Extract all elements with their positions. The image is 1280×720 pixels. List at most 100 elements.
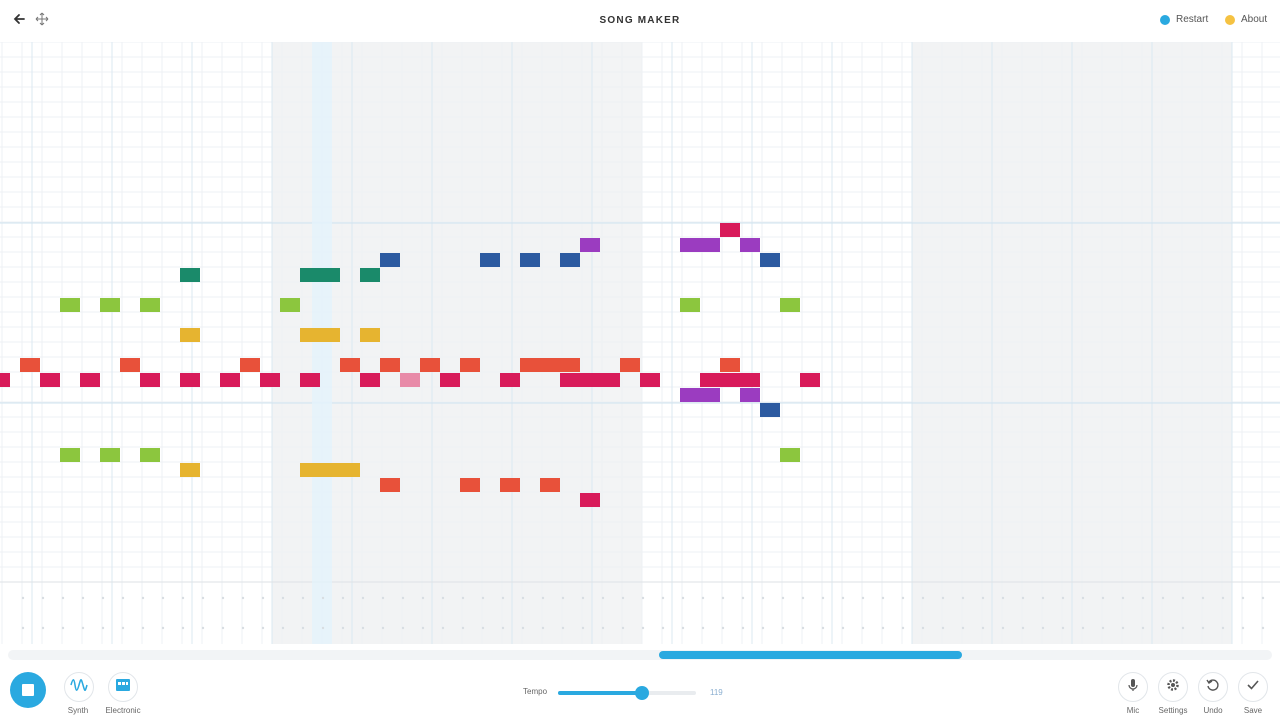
microphone-icon (1127, 678, 1139, 697)
note (260, 373, 280, 387)
note (780, 448, 800, 462)
percussion-cell (141, 626, 145, 630)
gear-icon (1166, 678, 1180, 697)
percussion-cell (961, 626, 965, 630)
top-bar: SONG MAKER Restart About (0, 0, 1280, 42)
note (760, 253, 780, 267)
percussion-cell (581, 626, 585, 630)
percussion-cell (941, 596, 945, 600)
percussion-cell (381, 596, 385, 600)
percussion-cell (861, 626, 865, 630)
move-icon[interactable] (35, 12, 49, 31)
back-arrow-icon[interactable] (12, 12, 26, 31)
percussion-cell (601, 626, 605, 630)
tempo-label: Tempo (523, 687, 548, 696)
percussion-cell (261, 596, 265, 600)
note (120, 358, 140, 372)
note (300, 328, 320, 342)
percussion-cell (901, 626, 905, 630)
note (600, 373, 620, 387)
note (300, 373, 320, 387)
note (360, 268, 380, 282)
note (140, 298, 160, 312)
percussion-cell (21, 626, 25, 630)
save-label: Save (1243, 706, 1263, 715)
percussion-cell (501, 596, 505, 600)
percussion-cell (621, 596, 625, 600)
percussion-cell (1081, 596, 1085, 600)
note (140, 448, 160, 462)
note (100, 298, 120, 312)
note (440, 373, 460, 387)
percussion-cell (201, 596, 205, 600)
restart-button[interactable]: Restart (1160, 14, 1208, 25)
note (280, 298, 300, 312)
percussion-cell (721, 626, 725, 630)
grid-canvas[interactable] (0, 42, 1280, 644)
note (720, 223, 740, 237)
percussion-cell (261, 626, 265, 630)
percussion-cell (1221, 596, 1225, 600)
percussion-cell (1241, 596, 1245, 600)
percussion-cell (981, 626, 985, 630)
note (40, 373, 60, 387)
percussion-cell (441, 596, 445, 600)
percussion-cell (321, 596, 325, 600)
note (400, 373, 420, 387)
percussion-cell (1241, 626, 1245, 630)
scrollbar-thumb[interactable] (658, 651, 963, 659)
tempo-slider-fill (558, 691, 643, 695)
about-button[interactable]: About (1225, 14, 1267, 25)
percussion-cell (181, 596, 185, 600)
percussion-cell (961, 596, 965, 600)
save-button[interactable] (1238, 672, 1268, 702)
settings-button[interactable] (1158, 672, 1188, 702)
percussion-cell (461, 626, 465, 630)
percussion-button[interactable] (108, 672, 138, 702)
note (700, 373, 720, 387)
percussion-cell (661, 596, 665, 600)
percussion-cell (641, 596, 645, 600)
percussion-cell (761, 596, 765, 600)
percussion-cell (401, 626, 405, 630)
mic-button[interactable] (1118, 672, 1148, 702)
note (800, 373, 820, 387)
percussion-cell (921, 596, 925, 600)
percussion-label: Electronic (105, 706, 141, 715)
undo-icon (1206, 678, 1220, 697)
percussion-cell (301, 626, 305, 630)
note (180, 463, 200, 477)
note-grid[interactable] (0, 42, 1280, 644)
note (480, 253, 500, 267)
note (180, 268, 200, 282)
percussion-cell (541, 626, 545, 630)
instrument-button[interactable] (64, 672, 94, 702)
tempo-slider-handle[interactable] (635, 686, 650, 700)
horizontal-scrollbar[interactable] (8, 650, 1272, 660)
percussion-cell (241, 626, 245, 630)
percussion-cell (661, 626, 665, 630)
note (320, 328, 340, 342)
percussion-cell (841, 596, 845, 600)
note (460, 358, 480, 372)
percussion-cell (361, 626, 365, 630)
percussion-cell (161, 626, 165, 630)
tempo-slider[interactable] (558, 686, 696, 700)
percussion-cell (741, 596, 745, 600)
note (700, 388, 720, 402)
percussion-cell (1161, 596, 1165, 600)
note (340, 463, 360, 477)
mic-label: Mic (1126, 706, 1140, 715)
percussion-cell (581, 596, 585, 600)
percussion-cell (701, 626, 705, 630)
percussion-cell (1041, 596, 1045, 600)
percussion-cell (1061, 626, 1065, 630)
note (560, 253, 580, 267)
undo-button[interactable] (1198, 672, 1228, 702)
percussion-cell (641, 626, 645, 630)
percussion-cell (721, 596, 725, 600)
stop-button[interactable] (10, 672, 46, 708)
note (220, 373, 240, 387)
percussion-cell (761, 626, 765, 630)
percussion-cell (1161, 626, 1165, 630)
